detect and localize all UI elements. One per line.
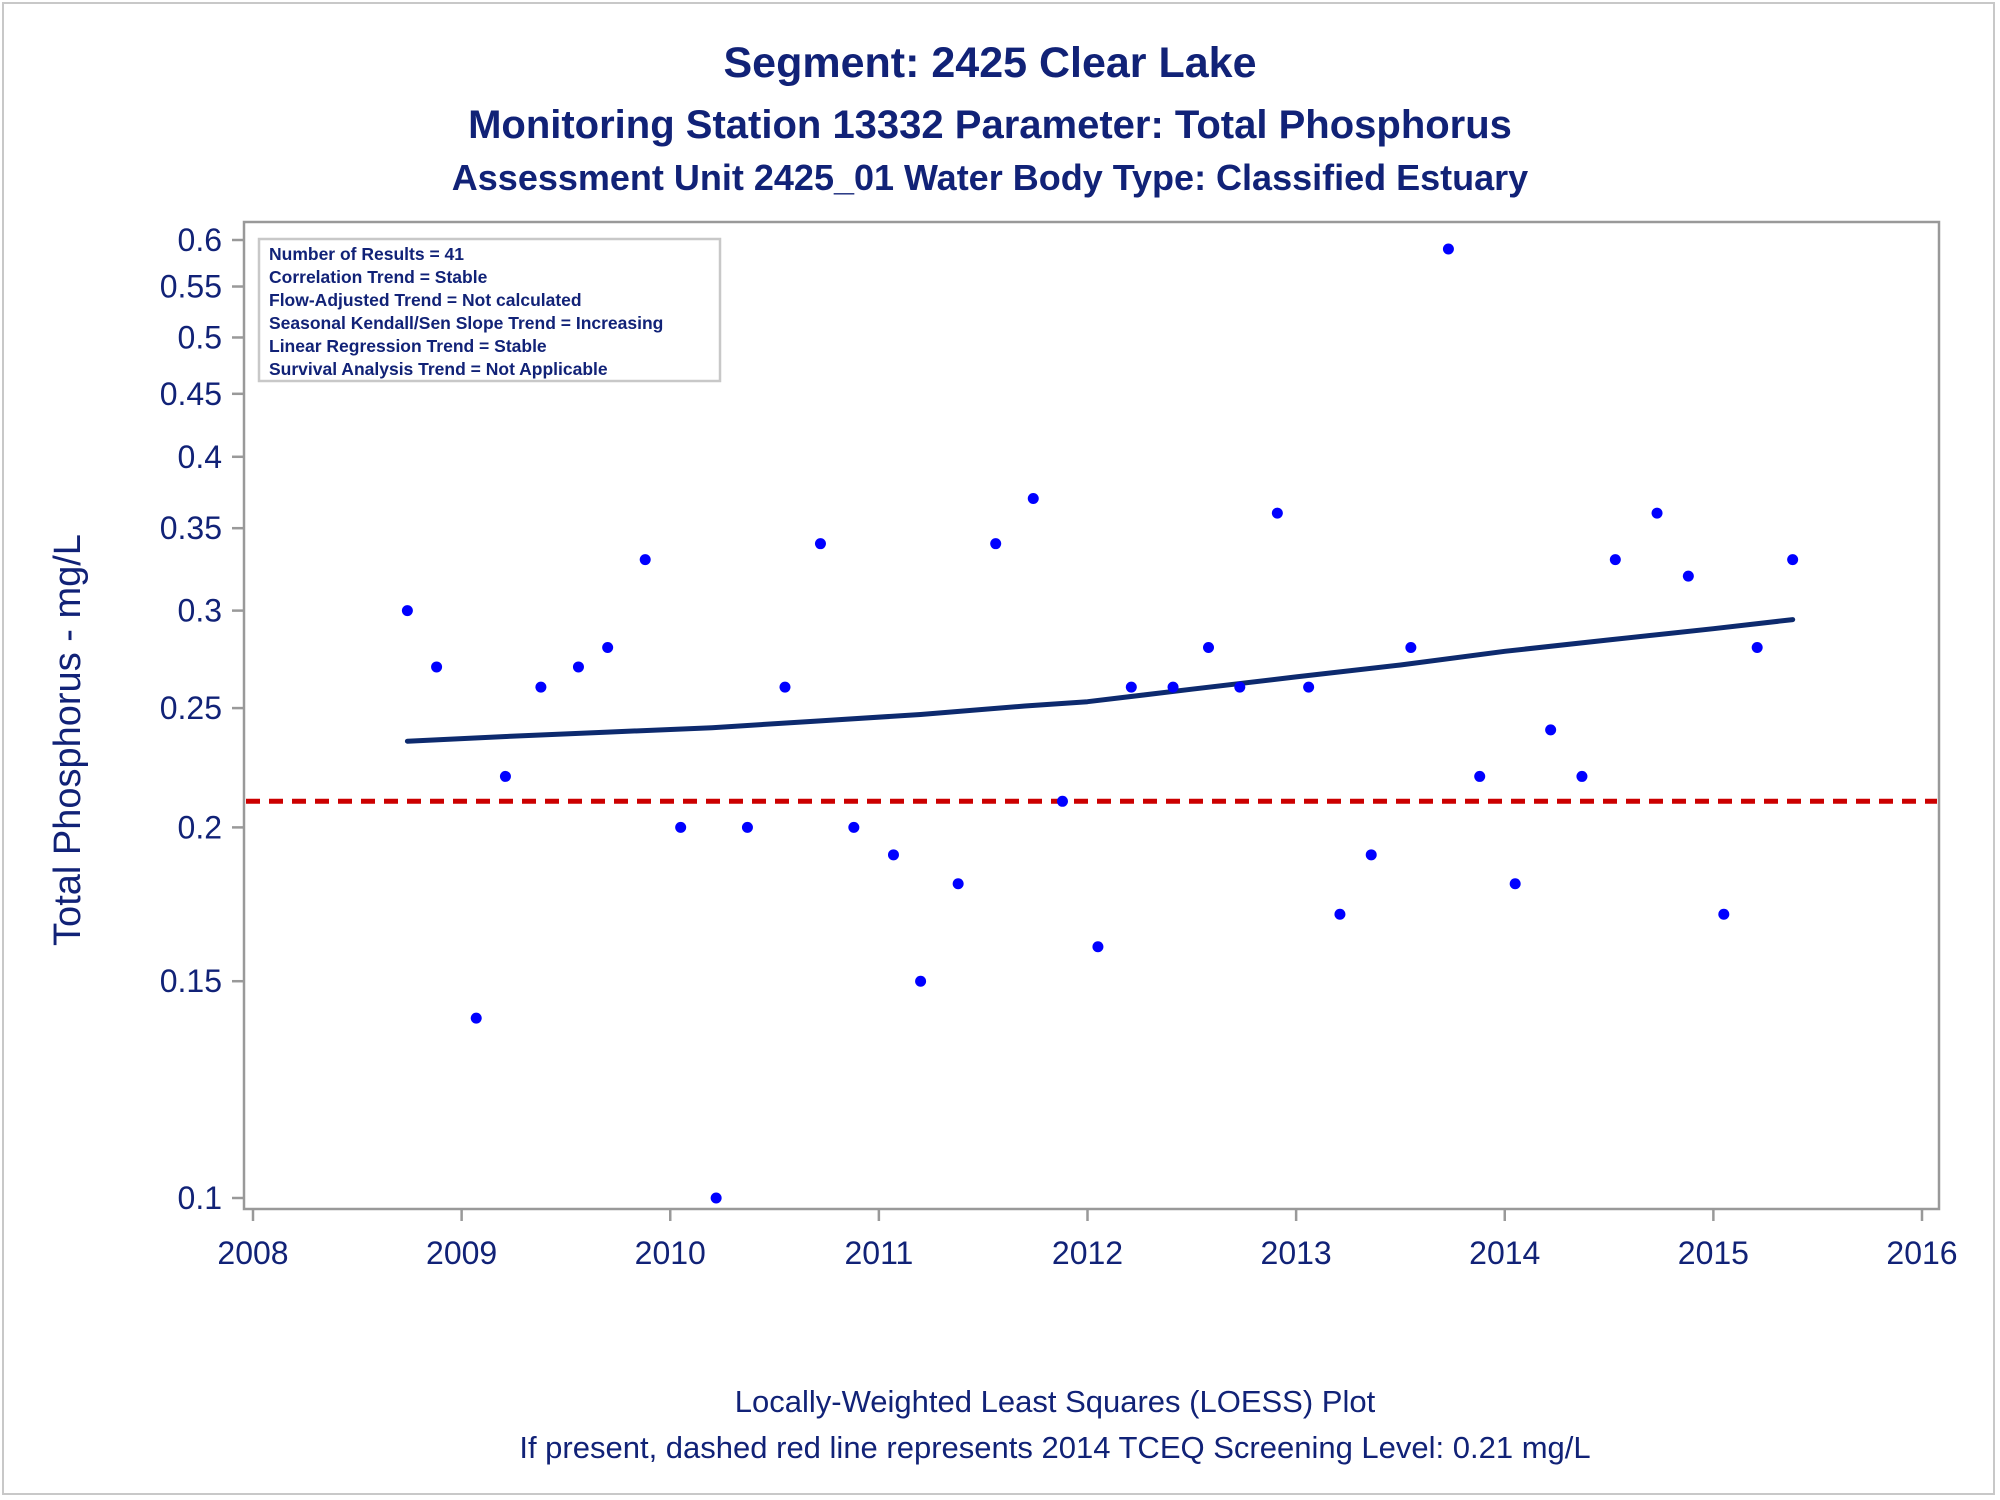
data-point: [952, 878, 964, 890]
data-point: [1787, 554, 1799, 566]
data-point: [1027, 492, 1039, 504]
y-tick-label: 0.45: [160, 376, 222, 412]
data-point: [779, 681, 791, 693]
chart-subtitle: Monitoring Station 13332 Parameter: Tota…: [468, 103, 1512, 147]
x-tick-label: 2010: [635, 1235, 706, 1271]
y-tick-label: 0.2: [178, 809, 222, 845]
data-point: [1405, 641, 1417, 653]
data-point: [1203, 641, 1215, 653]
data-point: [741, 821, 753, 833]
chart-title: Segment: 2425 Clear Lake: [724, 39, 1257, 87]
x-tick-label: 2015: [1678, 1235, 1749, 1271]
y-tick-label: 0.25: [160, 690, 222, 726]
data-point: [401, 605, 413, 617]
data-point: [1651, 507, 1663, 519]
x-tick-label: 2014: [1469, 1235, 1540, 1271]
data-point: [1125, 681, 1137, 693]
stats-seasonal-kendall-trend: Seasonal Kendall/Sen Slope Trend = Incre…: [269, 313, 663, 333]
data-point: [535, 681, 547, 693]
y-tick-label: 0.5: [178, 319, 222, 355]
stats-number-of-results: Number of Results = 41: [269, 244, 464, 264]
data-point: [1167, 681, 1179, 693]
data-point: [639, 554, 651, 566]
data-point: [470, 1012, 482, 1024]
data-point: [990, 538, 1002, 550]
data-point: [1682, 570, 1694, 582]
data-point: [710, 1192, 722, 1204]
y-tick-label: 0.15: [160, 963, 222, 999]
data-point: [1056, 795, 1068, 807]
y-tick-label: 0.55: [160, 269, 222, 305]
data-point: [572, 661, 584, 673]
data-point: [1303, 681, 1315, 693]
data-point: [1271, 507, 1283, 519]
stats-box: Number of Results = 41 Correlation Trend…: [257, 237, 722, 383]
stats-linear-regression-trend: Linear Regression Trend = Stable: [269, 336, 547, 356]
y-tick-label: 0.35: [160, 510, 222, 546]
data-point: [602, 641, 614, 653]
data-point: [887, 849, 899, 861]
x-tick-label: 2012: [1052, 1235, 1123, 1271]
stats-flow-adjusted-trend: Flow-Adjusted Trend = Not calculated: [269, 290, 582, 310]
plot-area: [242, 220, 1941, 1211]
data-point: [848, 821, 860, 833]
data-point: [1718, 908, 1730, 920]
data-point: [431, 661, 443, 673]
stats-box-border: [257, 237, 722, 383]
footnote-loess: Locally-Weighted Least Squares (LOESS) P…: [735, 1384, 1376, 1419]
data-point: [1545, 724, 1557, 736]
x-axis: 2008 2009 2010 2011 2012 2013 2014 2015 2016: [217, 1209, 1958, 1271]
y-axis: 0.1 0.15 0.2 0.25 0.3 0.35 0.4 0.45 0.5 0.55 0.6: [160, 222, 244, 1216]
data-point: [1474, 770, 1486, 782]
data-point: [1509, 878, 1521, 890]
y-tick-label: 0.1: [178, 1180, 222, 1216]
data-point: [1234, 681, 1246, 693]
data-point: [675, 821, 687, 833]
data-point: [1092, 941, 1104, 953]
data-point: [499, 770, 511, 782]
x-tick-label: 2009: [426, 1235, 497, 1271]
footnote-screening: If present, dashed red line represents 2…: [519, 1430, 1590, 1465]
stats-correlation-trend: Correlation Trend = Stable: [269, 267, 488, 287]
data-point: [1576, 770, 1588, 782]
chart-subtitle-2: Assessment Unit 2425_01 Water Body Type:…: [452, 157, 1528, 198]
data-point: [915, 975, 927, 987]
data-point: [1365, 849, 1377, 861]
data-point: [814, 538, 826, 550]
stats-survival-analysis-trend: Survival Analysis Trend = Not Applicable: [269, 359, 608, 379]
data-points: [401, 243, 1799, 1204]
data-point: [1609, 554, 1621, 566]
y-tick-label: 0.3: [178, 593, 222, 629]
x-tick-label: 2008: [217, 1235, 288, 1271]
y-tick-label: 0.4: [178, 439, 222, 475]
y-axis-label: Total Phosphorus - mg/L: [47, 534, 89, 946]
data-point: [1751, 641, 1763, 653]
x-tick-label: 2011: [844, 1235, 913, 1271]
loess-trend-line: [404, 617, 1796, 744]
x-tick-label: 2013: [1261, 1235, 1332, 1271]
data-point: [1442, 243, 1454, 255]
y-tick-label: 0.6: [178, 222, 222, 258]
x-tick-label: 2016: [1886, 1235, 1957, 1271]
data-point: [1334, 908, 1346, 920]
